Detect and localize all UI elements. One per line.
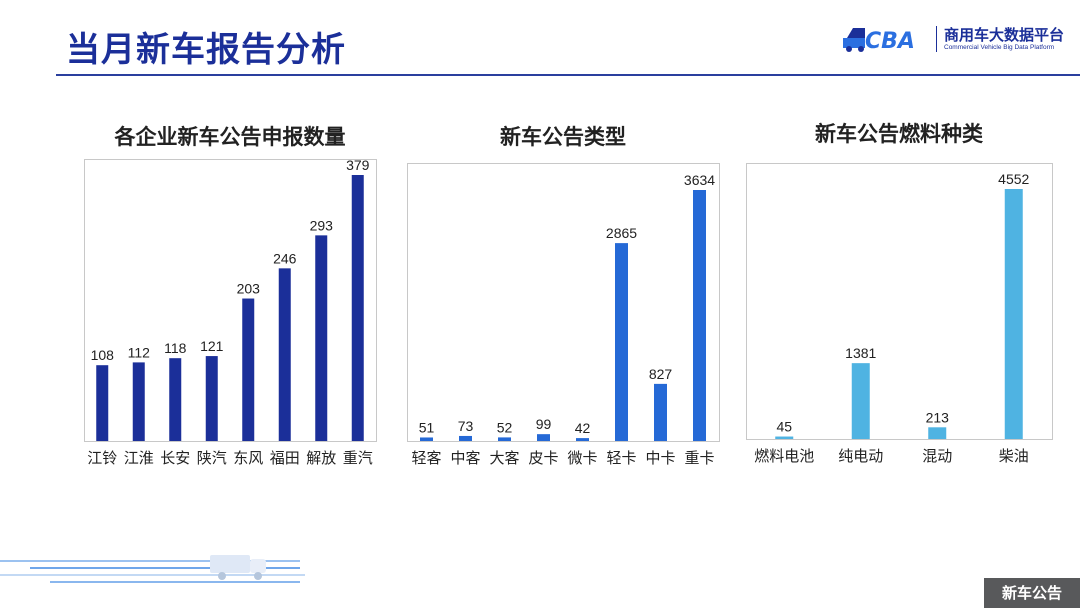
section-badge: 新车公告: [984, 578, 1080, 608]
category-label: 柴油: [999, 447, 1029, 465]
data-label: 2865: [606, 225, 637, 241]
category-label: 中客: [450, 449, 480, 467]
brand-name-en: Commercial Vehicle Big Data Platform: [944, 44, 1055, 51]
chart-frame: [746, 163, 1053, 440]
bar-柴油: [1004, 189, 1023, 439]
chart-title-companies: 各企业新车公告申报数量: [114, 125, 346, 149]
logo-text: CBA: [865, 29, 915, 54]
data-label: 108: [91, 347, 115, 363]
decor-speed-line: [30, 567, 300, 569]
bottom-decoration: [0, 555, 305, 583]
bar-中卡: [654, 383, 667, 441]
bar-解放: [315, 235, 328, 441]
category-label: 混动: [922, 447, 952, 465]
bar-江铃: [96, 365, 109, 441]
chart-title-types: 新车公告类型: [500, 125, 626, 149]
chart-frame: [407, 163, 720, 442]
category-label: 燃料电池: [754, 447, 814, 465]
category-label: 轻客: [411, 449, 441, 467]
page-title: 当月新车报告分析: [66, 30, 346, 70]
bar-大客: [498, 437, 511, 441]
brand-name-cn: 商用车大数据平台: [944, 26, 1065, 44]
category-label: 陕汽: [197, 449, 227, 467]
category-label: 中卡: [645, 449, 675, 467]
data-label: 51: [419, 419, 435, 435]
bar-江淮: [132, 362, 145, 441]
category-label: 长安: [160, 449, 190, 467]
chart-frame: [84, 159, 377, 442]
brand-logo-block: CBA 商用车大数据平台 Commercial Vehicle Big Data…: [843, 22, 1073, 58]
bar-长安: [169, 358, 182, 441]
data-label: 379: [346, 157, 370, 173]
bar-中客: [459, 435, 472, 441]
bar-纯电动: [851, 363, 870, 439]
category-label: 解放: [306, 449, 336, 467]
data-label: 45: [776, 419, 792, 435]
data-label: 42: [575, 420, 591, 436]
category-label: 纯电动: [838, 447, 883, 465]
bar-微卡: [576, 438, 589, 441]
bar-重汽: [351, 175, 364, 441]
data-label: 52: [497, 419, 513, 435]
category-label: 东风: [233, 449, 263, 467]
data-label: 203: [237, 281, 261, 297]
data-label: 73: [458, 418, 474, 434]
data-label: 246: [273, 250, 297, 266]
data-label: 293: [310, 217, 334, 233]
category-label: 江淮: [124, 449, 154, 467]
data-label: 118: [164, 340, 187, 356]
category-label: 大客: [489, 449, 519, 467]
bar-东风: [242, 298, 255, 441]
category-label: 轻卡: [606, 449, 636, 467]
brand-separator: [936, 26, 937, 52]
truck-icon: [210, 555, 250, 573]
bar-轻卡: [615, 243, 628, 441]
data-label: 121: [200, 338, 224, 354]
decor-speed-line: [0, 560, 300, 562]
chart-1: 51 轻客 73 中客 52 大客 99 皮卡 42 微卡 2865 轻卡 827 中卡 3634 重卡: [407, 163, 720, 467]
title-rule: [56, 74, 1080, 76]
bar-陕汽: [205, 356, 218, 441]
cba-logo-icon: CBA: [843, 28, 915, 54]
chart-title-fuel: 新车公告燃料种类: [815, 122, 983, 146]
wheel-icon: [218, 572, 226, 580]
bar-福田: [278, 268, 291, 441]
bar-燃料电池: [775, 436, 794, 439]
category-label: 福田: [270, 449, 300, 467]
bar-重卡: [693, 190, 706, 441]
data-label: 827: [649, 366, 673, 382]
data-label: 213: [926, 409, 950, 425]
data-label: 112: [128, 344, 151, 360]
bar-混动: [928, 427, 947, 439]
data-label: 1381: [845, 345, 876, 361]
decor-speed-line: [50, 581, 300, 583]
chart-2: 45 燃料电池 1381 纯电动 213 混动 4552 柴油: [746, 163, 1053, 465]
category-label: 皮卡: [528, 449, 558, 467]
decor-speed-line: [0, 574, 305, 576]
data-label: 4552: [998, 171, 1029, 187]
truck-cab-icon: [250, 559, 266, 573]
category-label: 微卡: [567, 449, 597, 467]
category-label: 重汽: [343, 449, 373, 467]
data-label: 99: [536, 416, 552, 432]
category-label: 江铃: [87, 449, 117, 467]
wheel-icon: [254, 572, 262, 580]
chart-0: 108 江铃 112 江淮 118 长安 121 陕汽 203 东风 246 福田 293 解放 379 重汽: [84, 157, 377, 467]
bar-轻客: [420, 437, 433, 441]
data-label: 3634: [684, 172, 715, 188]
category-label: 重卡: [684, 449, 714, 467]
bar-皮卡: [537, 434, 550, 441]
